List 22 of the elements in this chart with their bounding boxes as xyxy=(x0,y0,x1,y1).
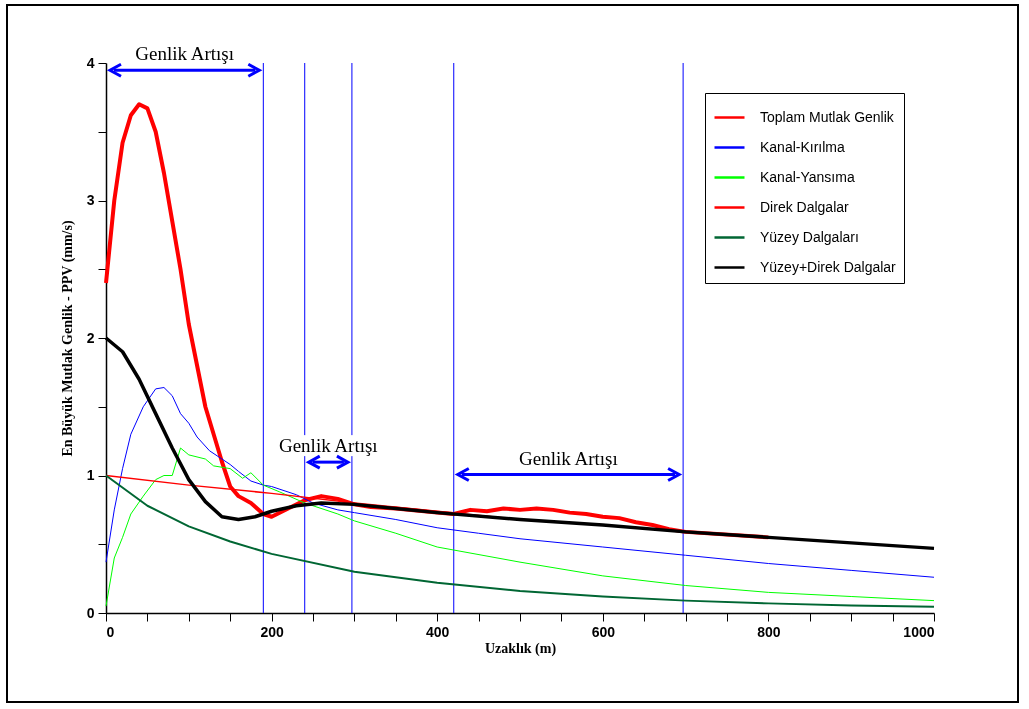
x-tick-label: 400 xyxy=(426,623,450,640)
x-tick-label: 200 xyxy=(260,623,284,640)
annotation: Genlik Artışı xyxy=(135,43,235,65)
legend-label: Kanal-Yansıma xyxy=(760,168,855,185)
y-tick-label: 4 xyxy=(86,54,95,71)
y-tick-label: 0 xyxy=(86,604,95,621)
legend-label: Yüzey Dalgaları xyxy=(760,228,859,245)
legend-label: Direk Dalgalar xyxy=(760,198,850,215)
annotation: Genlik Artışı xyxy=(278,435,378,457)
x-tick-label: 1000 xyxy=(903,623,935,640)
legend-label: Yüzey+Direk Dalgalar xyxy=(760,258,897,275)
x-tick-label: 800 xyxy=(757,623,781,640)
x-tick-label: 0 xyxy=(106,623,115,640)
legend-label: Kanal-Kırılma xyxy=(760,138,846,155)
y-tick-label: 1 xyxy=(86,467,95,483)
y-tick-label: 3 xyxy=(86,192,95,208)
x-axis-title: Uzaklık (m) xyxy=(484,640,557,657)
legend-label: Toplam Mutlak Genlik xyxy=(760,108,895,125)
x-tick-label: 600 xyxy=(591,623,616,640)
y-axis-title: En Büyük Mutlak Genlik - PPV (mm/s) xyxy=(59,220,76,457)
annotation: Genlik Artışı xyxy=(519,447,618,469)
y-tick-label: 2 xyxy=(86,329,95,346)
